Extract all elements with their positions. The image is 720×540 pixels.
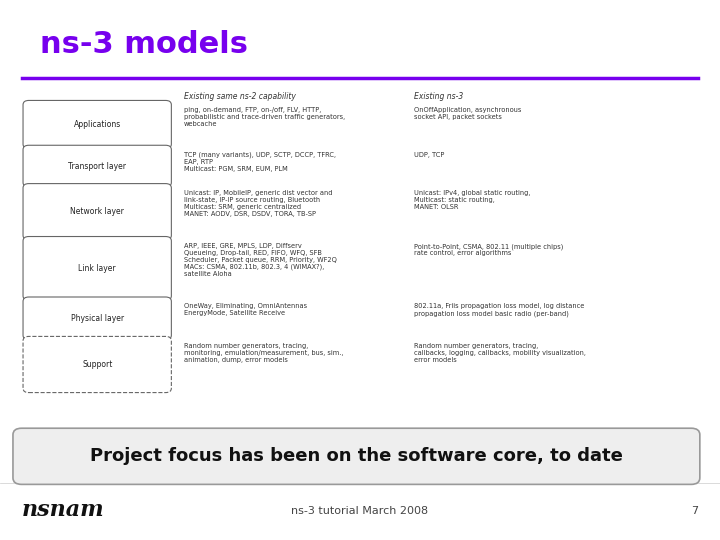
Text: Unicast: IPv4, global static routing,
Multicast: static routing,
MANET: OLSR: Unicast: IPv4, global static routing, Mu…	[414, 190, 531, 210]
Text: ping, on-demand, FTP, on-/off, FLV, HTTP,
probabilistic and trace-driven traffic: ping, on-demand, FTP, on-/off, FLV, HTTP…	[184, 107, 345, 127]
Text: UDP, TCP: UDP, TCP	[414, 152, 444, 158]
Text: TCP (many variants), UDP, SCTP, DCCP, TFRC,
EAP, RTP
Multicast: PGM, SRM, EUM, P: TCP (many variants), UDP, SCTP, DCCP, TF…	[184, 152, 336, 172]
Text: Existing ns-3: Existing ns-3	[414, 92, 463, 101]
Text: Network layer: Network layer	[71, 207, 124, 216]
Text: Unicast: IP, MobileIP, generic dist vector and
link-state, IP-IP source routing,: Unicast: IP, MobileIP, generic dist vect…	[184, 190, 332, 217]
FancyBboxPatch shape	[13, 428, 700, 484]
FancyBboxPatch shape	[23, 297, 171, 340]
Text: 7: 7	[691, 507, 698, 516]
Text: nsnam: nsnam	[22, 500, 104, 521]
Text: ARP, IEEE, GRE, MPLS, LDP, Diffserv
Queueing, Drop-tail, RED, FIFO, WFQ, SFB
Sch: ARP, IEEE, GRE, MPLS, LDP, Diffserv Queu…	[184, 243, 336, 278]
Text: ns-3 models: ns-3 models	[40, 30, 248, 59]
FancyBboxPatch shape	[23, 145, 171, 187]
Text: Support: Support	[82, 360, 112, 369]
Text: Point-to-Point, CSMA, 802.11 (multiple chips)
rate control, error algorithms: Point-to-Point, CSMA, 802.11 (multiple c…	[414, 243, 563, 256]
Text: Existing same ns-2 capability: Existing same ns-2 capability	[184, 92, 295, 101]
Text: Transport layer: Transport layer	[68, 161, 126, 171]
Text: OnOffApplication, asynchronous
socket API, packet sockets: OnOffApplication, asynchronous socket AP…	[414, 107, 521, 120]
FancyBboxPatch shape	[23, 336, 171, 393]
Text: Applications: Applications	[73, 120, 121, 129]
Text: OneWay, Eliminating, OmniAntennas
EnergyMode, Satellite Receive: OneWay, Eliminating, OmniAntennas Energy…	[184, 303, 307, 316]
Text: Link layer: Link layer	[78, 264, 116, 273]
Text: Random number generators, tracing,
callbacks, logging, callbacks, mobility visua: Random number generators, tracing, callb…	[414, 343, 586, 363]
Text: Project focus has been on the software core, to date: Project focus has been on the software c…	[90, 447, 623, 465]
Text: ns-3 tutorial March 2008: ns-3 tutorial March 2008	[292, 507, 428, 516]
Text: Physical layer: Physical layer	[71, 314, 124, 323]
Text: 802.11a, Friis propagation loss model, log distance
propagation loss model basic: 802.11a, Friis propagation loss model, l…	[414, 303, 585, 317]
FancyBboxPatch shape	[23, 184, 171, 240]
FancyBboxPatch shape	[23, 237, 171, 300]
Text: Random number generators, tracing,
monitoring, emulation/measurement, bus, sim.,: Random number generators, tracing, monit…	[184, 343, 343, 363]
FancyBboxPatch shape	[23, 100, 171, 148]
